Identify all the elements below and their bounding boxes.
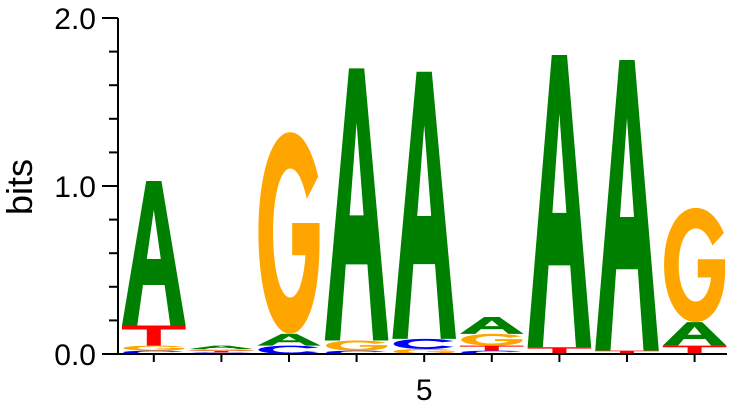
letter-t (122, 325, 186, 346)
letter-g (461, 333, 523, 346)
letter-g (123, 345, 185, 351)
x-tick-label: 5 (416, 374, 433, 403)
letter-g (393, 348, 455, 354)
letter-g (258, 132, 320, 334)
letter-a (324, 68, 389, 341)
y-tick-label: 1.0 (54, 171, 96, 204)
letter-t (189, 350, 254, 353)
letter-a (392, 71, 456, 339)
letter-a (257, 333, 321, 346)
y-tick-label: 0.0 (54, 339, 96, 372)
letter-c (258, 345, 319, 354)
letter-c (393, 338, 454, 349)
letter-g (190, 348, 252, 351)
letter-t (460, 345, 524, 351)
y-tick-label: 2.0 (54, 3, 96, 36)
letter-g (326, 340, 388, 351)
axes: 0.0 1.0 2.0 5 (54, 3, 727, 403)
letter-g (664, 207, 726, 323)
letter-a (662, 322, 727, 346)
letter-a (527, 54, 592, 348)
letter-t (662, 345, 727, 354)
logo-letters (122, 54, 727, 354)
letter-a (595, 60, 659, 351)
y-axis-title: bits (0, 159, 40, 215)
letter-t (595, 350, 659, 354)
letter-a (460, 317, 524, 334)
letter-a (189, 345, 254, 349)
letter-t (527, 347, 592, 354)
letter-a (122, 180, 186, 326)
